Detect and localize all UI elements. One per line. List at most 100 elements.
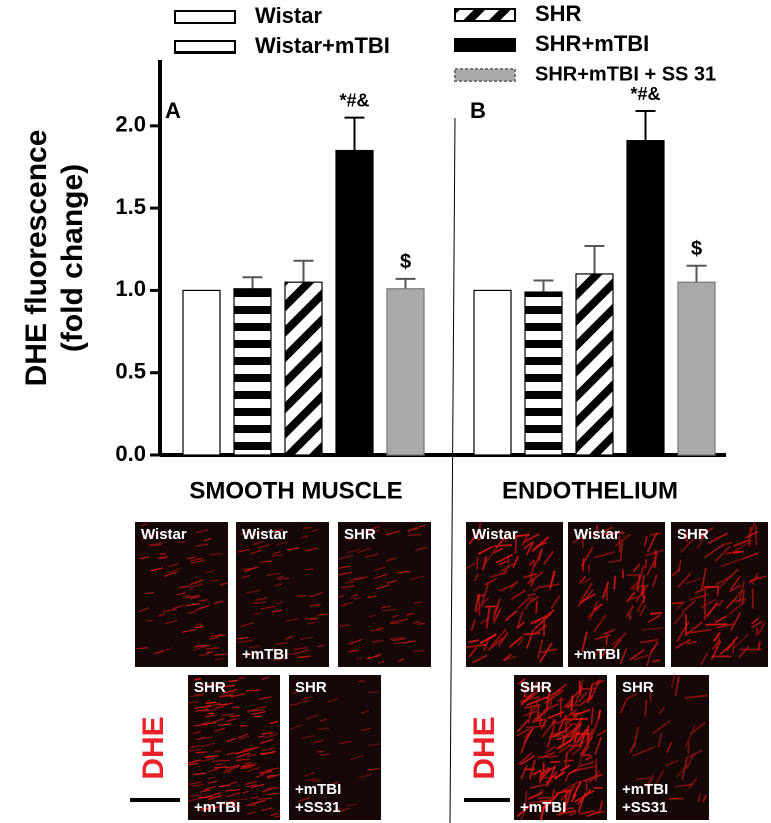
streak [633, 654, 649, 661]
streak [645, 775, 654, 788]
streak [201, 722, 217, 725]
streak [199, 758, 214, 762]
streak [370, 629, 383, 632]
streak [183, 594, 191, 598]
streak [190, 557, 204, 562]
streak [579, 735, 594, 756]
streak [738, 580, 745, 604]
streak [233, 798, 248, 801]
legend-label: Wistar+mTBI [255, 33, 390, 58]
streak [479, 633, 497, 644]
streak [167, 567, 182, 574]
streak [273, 583, 282, 587]
streak [247, 708, 256, 712]
streak [361, 727, 371, 732]
streak [367, 691, 380, 694]
streak [355, 657, 363, 660]
streak [252, 611, 262, 616]
streak [176, 592, 186, 596]
bar [233, 288, 272, 456]
streak [377, 661, 385, 664]
streak [159, 647, 173, 653]
streak [248, 645, 261, 649]
streak [252, 601, 267, 605]
streak [185, 603, 201, 607]
streak [211, 718, 225, 724]
streak [244, 761, 252, 764]
streak [203, 538, 212, 542]
streak [243, 566, 259, 573]
streak [194, 626, 204, 629]
streak [251, 711, 266, 715]
streak [305, 714, 319, 720]
streak [367, 743, 380, 746]
streak [201, 709, 217, 712]
significance-label: $ [691, 238, 702, 260]
streak [523, 710, 538, 717]
streak [600, 649, 608, 658]
streak [396, 570, 411, 574]
streak [372, 529, 380, 533]
streak [594, 525, 599, 540]
streak [741, 589, 745, 606]
streak [533, 682, 546, 696]
streak [235, 758, 250, 761]
streak [225, 764, 240, 769]
streak [204, 714, 217, 718]
streak [644, 699, 648, 717]
streak [524, 596, 534, 610]
streak [246, 766, 261, 773]
streak [317, 644, 325, 648]
streak [625, 596, 638, 603]
micrograph: SHR +mTBI [514, 675, 607, 821]
streak [674, 676, 680, 696]
streak [297, 699, 311, 704]
streak [521, 532, 530, 547]
streak [518, 678, 526, 685]
streak [262, 751, 276, 755]
streak [241, 764, 256, 768]
streak [517, 638, 524, 646]
streak [266, 773, 281, 779]
streak [704, 543, 725, 558]
streak [294, 649, 310, 655]
streak [240, 622, 254, 628]
micrograph-label: Wistar [472, 526, 518, 543]
error-bar [293, 259, 314, 283]
bar [386, 288, 425, 456]
streak [657, 732, 663, 748]
streak [217, 723, 232, 726]
streak [261, 770, 273, 775]
streak [499, 560, 508, 566]
y-tick-label: 1.0 [115, 276, 146, 301]
streak [715, 576, 732, 585]
streak [639, 604, 647, 617]
streak [625, 693, 638, 701]
streak [257, 544, 270, 549]
streak [380, 605, 391, 609]
micrograph-label: SHR [295, 679, 327, 696]
micrograph-label: +mTBI [574, 646, 620, 663]
stain-label: DHE [137, 716, 170, 779]
streak [168, 563, 179, 568]
streak [341, 585, 356, 589]
streak [703, 590, 707, 614]
streak [189, 583, 204, 589]
micrograph-background [188, 675, 280, 820]
streak [566, 700, 574, 710]
bar [473, 289, 512, 456]
legend-swatch [454, 38, 516, 52]
streak [738, 645, 750, 658]
streak [334, 808, 342, 811]
streak [214, 750, 223, 753]
streak [702, 794, 707, 803]
streak [261, 807, 273, 812]
bar [626, 140, 665, 456]
streak [223, 702, 233, 706]
streak [474, 573, 479, 582]
streak [207, 780, 218, 784]
streak [209, 553, 222, 556]
streak [141, 523, 148, 527]
streak [504, 655, 517, 661]
streak [194, 644, 207, 648]
